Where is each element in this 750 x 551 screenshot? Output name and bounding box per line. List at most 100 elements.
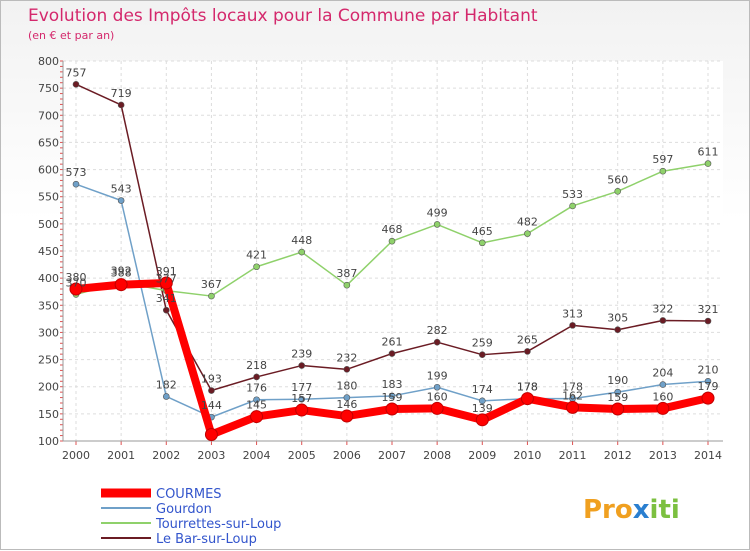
- data-label: 719: [111, 87, 132, 100]
- y-tick-label: 100: [38, 435, 59, 448]
- data-label: 533: [562, 188, 583, 201]
- data-point: [117, 101, 125, 109]
- data-point: [569, 202, 576, 210]
- x-tick-label: 2002: [152, 449, 180, 462]
- data-point: [343, 366, 351, 373]
- data-label: 380: [66, 271, 87, 284]
- data-point: [298, 395, 306, 403]
- data-point: [208, 387, 215, 394]
- proxiti-logo: Proxiti: [583, 495, 680, 525]
- data-label: 199: [427, 369, 448, 382]
- data-point: [704, 377, 712, 385]
- data-label: 176: [246, 382, 267, 395]
- x-tick-label: 2001: [107, 449, 135, 462]
- y-tick-label: 150: [38, 408, 59, 421]
- data-label: 482: [517, 216, 538, 229]
- data-point: [701, 391, 715, 405]
- data-label: 573: [66, 166, 87, 179]
- data-point: [478, 239, 486, 247]
- data-label: 159: [382, 391, 403, 404]
- data-point: [659, 317, 667, 324]
- x-tick-label: 2012: [604, 449, 632, 462]
- data-point: [298, 362, 306, 369]
- data-point: [162, 306, 170, 314]
- data-point: [433, 338, 441, 346]
- data-point: [117, 197, 125, 204]
- data-point: [343, 281, 351, 289]
- data-label: 421: [246, 249, 267, 262]
- data-point: [475, 413, 489, 427]
- data-label: 210: [698, 363, 719, 376]
- data-label: 543: [111, 183, 132, 196]
- data-point: [340, 409, 354, 423]
- data-label: 144: [201, 399, 222, 412]
- data-label: 321: [698, 303, 719, 316]
- data-point: [566, 400, 580, 414]
- x-tick-label: 2007: [378, 449, 406, 462]
- data-point: [253, 373, 260, 381]
- data-point: [295, 403, 309, 417]
- data-label: 178: [562, 381, 583, 394]
- data-label: 468: [382, 223, 403, 236]
- data-label: 145: [246, 399, 267, 412]
- data-label: 597: [652, 153, 673, 166]
- x-tick-label: 2010: [513, 449, 541, 462]
- data-point: [524, 230, 531, 237]
- data-point: [478, 351, 486, 358]
- data-point: [656, 401, 670, 415]
- data-point: [253, 263, 260, 271]
- x-tick-label: 2003: [197, 449, 225, 462]
- data-label: 387: [336, 267, 357, 280]
- data-label: 367: [201, 278, 222, 291]
- data-point: [433, 383, 441, 391]
- y-tick-label: 350: [38, 299, 59, 312]
- x-tick-label: 2014: [694, 449, 722, 462]
- data-label: 370: [66, 276, 87, 289]
- data-point: [250, 410, 264, 424]
- data-point: [611, 402, 625, 416]
- x-tick-label: 2005: [288, 449, 316, 462]
- data-point: [388, 350, 396, 357]
- legend-label: Gourdon: [156, 502, 212, 517]
- x-tick-label: 2013: [649, 449, 677, 462]
- legend-label: COURMES: [156, 487, 222, 502]
- data-point: [162, 393, 170, 400]
- data-label: 193: [201, 373, 222, 386]
- data-point: [343, 394, 351, 401]
- data-label: 160: [427, 390, 448, 403]
- data-point: [614, 388, 622, 396]
- data-label: 160: [652, 390, 673, 403]
- y-tick-label: 500: [38, 218, 59, 231]
- data-label: 182: [156, 378, 177, 391]
- data-label: 377: [156, 273, 177, 286]
- data-label: 162: [562, 389, 583, 402]
- data-label: 757: [66, 66, 87, 79]
- y-tick-label: 550: [38, 191, 59, 204]
- data-point: [298, 248, 306, 256]
- data-label: 157: [291, 392, 312, 405]
- data-label: 183: [382, 378, 403, 391]
- chart-subtitle: (en € et par an): [28, 29, 115, 42]
- data-label: 179: [698, 380, 719, 393]
- data-label: 177: [291, 381, 312, 394]
- data-label: 180: [336, 380, 357, 393]
- x-tick-label: 2011: [559, 449, 587, 462]
- data-label: 139: [472, 402, 493, 415]
- data-label: 232: [336, 351, 357, 364]
- data-label: 560: [607, 173, 628, 186]
- data-label: 259: [472, 337, 493, 350]
- data-point: [253, 396, 260, 404]
- data-point: [430, 401, 444, 415]
- y-tick-label: 200: [38, 381, 59, 394]
- x-tick-label: 2008: [423, 449, 451, 462]
- data-point: [159, 276, 173, 290]
- data-point: [72, 180, 80, 188]
- data-label: 448: [291, 234, 312, 247]
- data-point: [520, 392, 534, 406]
- y-tick-label: 700: [38, 109, 59, 122]
- data-label: 388: [111, 267, 132, 280]
- data-point: [659, 381, 667, 388]
- data-point: [208, 292, 215, 300]
